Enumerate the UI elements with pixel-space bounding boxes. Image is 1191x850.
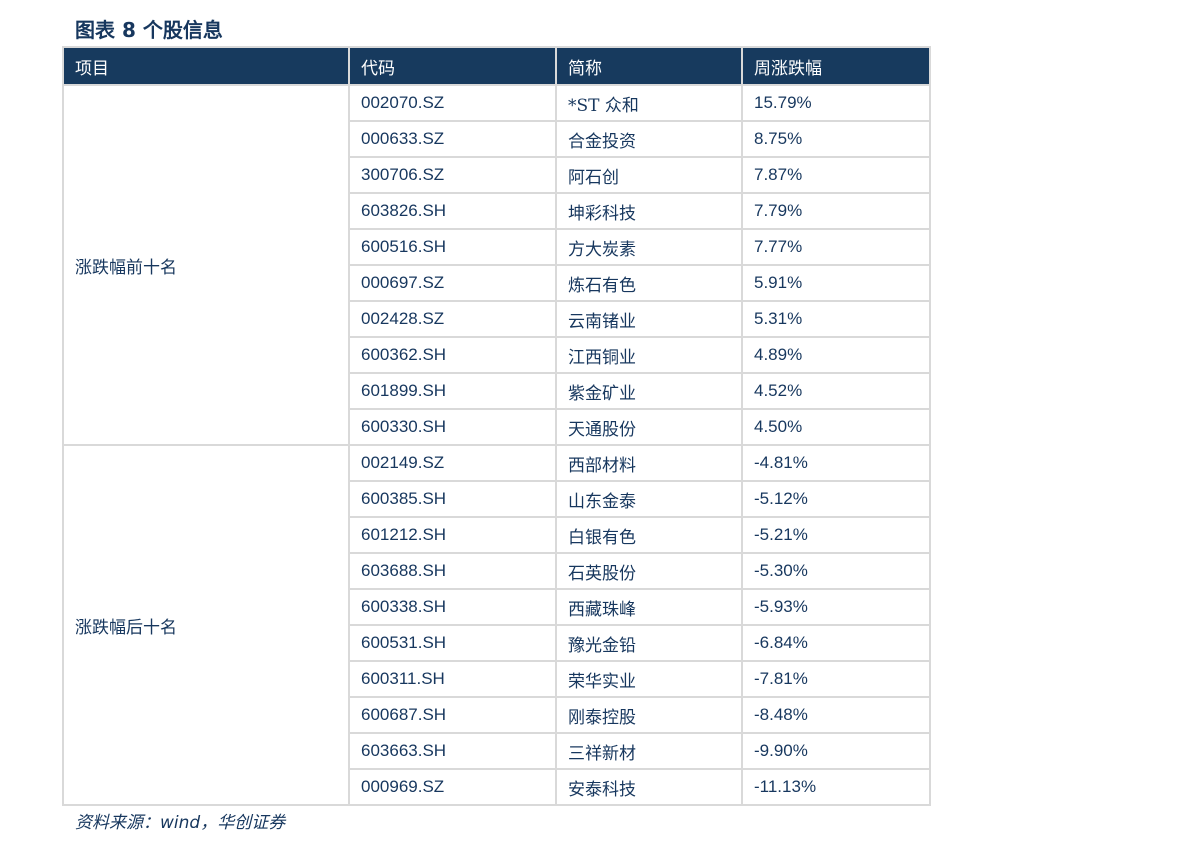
table-body: 涨跌幅前十名 002070.SZ *ST 众和 15.79% 000633.SZ 合金投资… — [62, 84, 931, 806]
table-row: 000633.SZ 合金投资 8.75% — [63, 120, 931, 158]
stock-code-cell: 600531.SH — [348, 624, 557, 662]
weekly-change-cell: 5.91% — [741, 264, 931, 302]
stock-name-cell: 坤彩科技 — [555, 192, 743, 230]
stock-name-cell: 方大炭素 — [555, 228, 743, 266]
stock-code-cell: 600362.SH — [348, 336, 557, 374]
table-row: 涨跌幅后十名 002149.SZ 西部材料 -4.81% — [62, 444, 931, 806]
table-row: 600531.SH 豫光金铅 -6.84% — [63, 624, 931, 662]
stock-name-cell: 三祥新材 — [555, 732, 743, 770]
table-row: 601212.SH 白银有色 -5.21% — [63, 516, 931, 554]
weekly-change-cell: -11.13% — [741, 768, 931, 806]
weekly-change-cell: 7.79% — [741, 192, 931, 230]
weekly-change-cell: 4.50% — [741, 408, 931, 446]
table-row: 002428.SZ 云南锗业 5.31% — [63, 300, 931, 338]
stock-name-cell: 豫光金铅 — [555, 624, 743, 662]
stock-name-cell: 刚泰控股 — [555, 696, 743, 734]
stock-code-cell: 600311.SH — [348, 660, 557, 698]
stock-code-cell: 600516.SH — [348, 228, 557, 266]
table-row: 600330.SH 天通股份 4.50% — [63, 408, 931, 446]
stock-name-cell: *ST 众和 — [555, 84, 743, 122]
weekly-change-cell: -5.30% — [741, 552, 931, 590]
weekly-change-cell: -8.48% — [741, 696, 931, 734]
stock-name-cell: 白银有色 — [555, 516, 743, 554]
header-name: 简称 — [555, 46, 743, 86]
stock-code-cell: 002070.SZ — [348, 84, 557, 122]
stock-code-cell: 000697.SZ — [348, 264, 557, 302]
weekly-change-cell: -9.90% — [741, 732, 931, 770]
table-row: 603663.SH 三祥新材 -9.90% — [63, 732, 931, 770]
stock-table: 项目 代码 简称 周涨跌幅 涨跌幅前十名 002070.SZ *ST 众和 15.79… — [62, 46, 931, 806]
stock-name-cell: 安泰科技 — [555, 768, 743, 806]
stock-code-cell: 603826.SH — [348, 192, 557, 230]
weekly-change-cell: -7.81% — [741, 660, 931, 698]
source-note: 资料来源：wind，华创证券 — [75, 813, 286, 833]
table-row: 600687.SH 刚泰控股 -8.48% — [63, 696, 931, 734]
stock-name-cell: 石英股份 — [555, 552, 743, 590]
stock-code-cell: 601899.SH — [348, 372, 557, 410]
stock-code-cell: 600330.SH — [348, 408, 557, 446]
stock-code-cell: 000969.SZ — [348, 768, 557, 806]
stock-code-cell: 603688.SH — [348, 552, 557, 590]
table-row: 600338.SH 西藏珠峰 -5.93% — [63, 588, 931, 626]
stock-name-cell: 合金投资 — [555, 120, 743, 158]
weekly-change-cell: -5.21% — [741, 516, 931, 554]
weekly-change-cell: -4.81% — [741, 444, 931, 482]
stock-name-cell: 山东金泰 — [555, 480, 743, 518]
weekly-change-cell: 8.75% — [741, 120, 931, 158]
weekly-change-cell: -5.93% — [741, 588, 931, 626]
stock-name-cell: 炼石有色 — [555, 264, 743, 302]
stock-name-cell: 云南锗业 — [555, 300, 743, 338]
table-header: 项目 代码 简称 周涨跌幅 — [62, 46, 931, 86]
weekly-change-cell: 5.31% — [741, 300, 931, 338]
stock-name-cell: 荣华实业 — [555, 660, 743, 698]
stock-code-cell: 600385.SH — [348, 480, 557, 518]
stock-name-cell: 西部材料 — [555, 444, 743, 482]
stock-code-cell: 000633.SZ — [348, 120, 557, 158]
header-code: 代码 — [348, 46, 557, 86]
table-row: 600516.SH 方大炭素 7.77% — [63, 228, 931, 266]
table-row: 601899.SH 紫金矿业 4.52% — [63, 372, 931, 410]
weekly-change-cell: 4.52% — [741, 372, 931, 410]
header-weekly-change: 周涨跌幅 — [741, 46, 931, 86]
table-row: 300706.SZ 阿石创 7.87% — [63, 156, 931, 194]
table-row: 603688.SH 石英股份 -5.30% — [63, 552, 931, 590]
weekly-change-cell: -6.84% — [741, 624, 931, 662]
header-item: 项目 — [62, 46, 350, 86]
group-label: 涨跌幅前十名 — [62, 84, 350, 446]
stock-code-cell: 601212.SH — [348, 516, 557, 554]
weekly-change-cell: 15.79% — [741, 84, 931, 122]
group-label: 涨跌幅后十名 — [62, 444, 350, 806]
stock-name-cell: 阿石创 — [555, 156, 743, 194]
weekly-change-cell: 7.77% — [741, 228, 931, 266]
table-row: 600385.SH 山东金泰 -5.12% — [63, 480, 931, 518]
stock-code-cell: 600338.SH — [348, 588, 557, 626]
table-row: 603826.SH 坤彩科技 7.79% — [63, 192, 931, 230]
stock-name-cell: 紫金矿业 — [555, 372, 743, 410]
stock-name-cell: 天通股份 — [555, 408, 743, 446]
table-row: 涨跌幅前十名 002070.SZ *ST 众和 15.79% — [62, 84, 931, 446]
table-row: 000697.SZ 炼石有色 5.91% — [63, 264, 931, 302]
stock-code-cell: 002428.SZ — [348, 300, 557, 338]
table-row: 600362.SH 江西铜业 4.89% — [63, 336, 931, 374]
stock-name-cell: 江西铜业 — [555, 336, 743, 374]
stock-code-cell: 002149.SZ — [348, 444, 557, 482]
header-row: 项目 代码 简称 周涨跌幅 — [62, 46, 931, 86]
table-row: 600311.SH 荣华实业 -7.81% — [63, 660, 931, 698]
figure-title: 图表 8 个股信息 — [75, 18, 223, 42]
stock-code-cell: 603663.SH — [348, 732, 557, 770]
stock-code-cell: 300706.SZ — [348, 156, 557, 194]
weekly-change-cell: -5.12% — [741, 480, 931, 518]
table-row: 000969.SZ 安泰科技 -11.13% — [63, 768, 931, 806]
weekly-change-cell: 7.87% — [741, 156, 931, 194]
weekly-change-cell: 4.89% — [741, 336, 931, 374]
stock-code-cell: 600687.SH — [348, 696, 557, 734]
stock-name-cell: 西藏珠峰 — [555, 588, 743, 626]
